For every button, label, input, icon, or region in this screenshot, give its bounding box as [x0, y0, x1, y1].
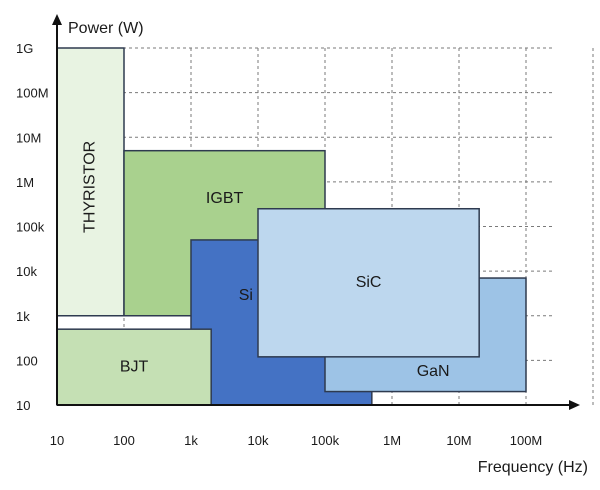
axes	[52, 14, 580, 410]
x-tick-labels: 10 100 1k 10k 100k 1M 10M 100M	[50, 433, 543, 448]
region-label-thyristor: THYRISTOR	[82, 141, 99, 233]
x-axis-arrowhead	[569, 400, 580, 410]
region-label-bjt: BJT	[120, 358, 149, 375]
x-tick-label: 10M	[446, 433, 471, 448]
region-sic-box	[257, 207, 480, 358]
x-axis-title: Frequency (Hz)	[478, 459, 588, 476]
x-tick-label: 100k	[311, 433, 340, 448]
region-label-igbt: IGBT	[206, 190, 244, 207]
y-tick-label: 10k	[16, 264, 37, 279]
y-tick-label: 1G	[16, 41, 33, 56]
y-tick-label: 100	[16, 353, 38, 368]
x-tick-label: 1k	[184, 433, 198, 448]
region-thyristor-box	[56, 47, 125, 317]
y-tick-label: 100k	[16, 220, 45, 235]
y-axis-arrowhead	[52, 14, 62, 25]
region-label-gan: GaN	[417, 363, 450, 380]
x-tick-label: 1M	[383, 433, 401, 448]
y-tick-label: 1k	[16, 309, 30, 324]
y-tick-label: 10	[16, 398, 30, 413]
y-axis-title: Power (W)	[68, 20, 144, 37]
region-sic: SiC	[257, 207, 480, 358]
y-tick-label: 100M	[16, 86, 49, 101]
y-tick-label: 10M	[16, 130, 41, 145]
region-thyristor: THYRISTOR	[56, 47, 125, 317]
y-tick-labels: 10 100 1k 10k 100k 1M 10M 100M 1G	[16, 41, 49, 413]
region-bjt: BJT	[56, 328, 212, 406]
x-tick-label: 100M	[510, 433, 543, 448]
x-tick-label: 100	[113, 433, 135, 448]
region-label-sic: SiC	[356, 274, 382, 291]
x-tick-label: 10k	[248, 433, 269, 448]
x-tick-label: 10	[50, 433, 64, 448]
y-tick-label: 1M	[16, 175, 34, 190]
